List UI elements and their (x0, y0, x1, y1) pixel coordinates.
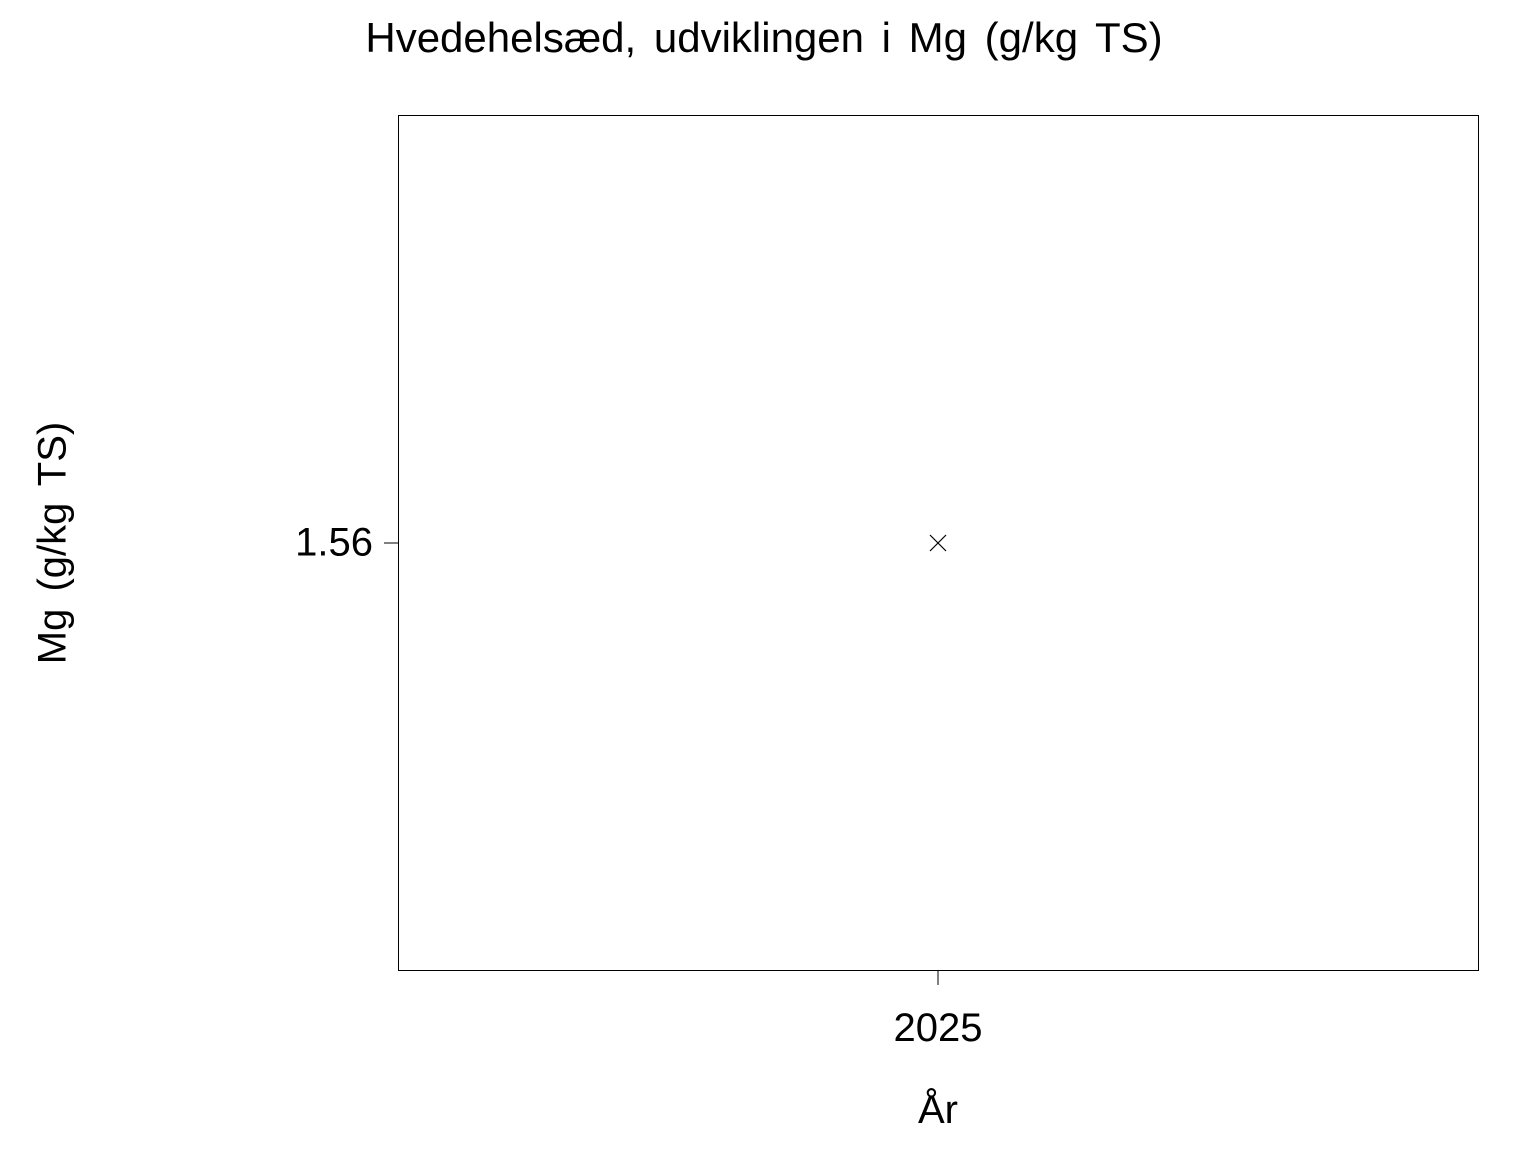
y-tick-label: 1.56 (295, 520, 373, 565)
x-axis-label: År (918, 1088, 958, 1132)
data-point (929, 534, 947, 552)
plot-frame (398, 115, 1479, 971)
chart-title: Hvedehelsæd, udviklingen i Mg (g/kg TS) (365, 14, 1163, 61)
x-tick-label: 2025 (893, 1006, 983, 1050)
